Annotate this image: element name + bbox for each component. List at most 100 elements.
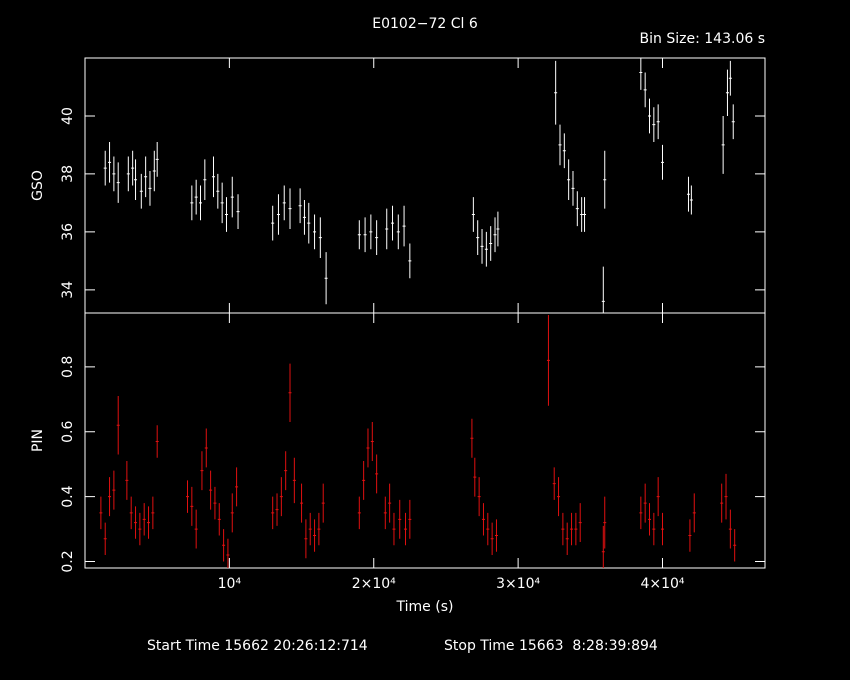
error-bar — [112, 156, 116, 192]
error-bar — [307, 202, 311, 244]
error-bar — [552, 467, 556, 500]
error-bar — [391, 205, 395, 241]
error-bar — [139, 173, 143, 209]
error-bar — [494, 519, 498, 552]
error-bar — [567, 159, 571, 200]
error-bar — [300, 483, 304, 523]
error-bar — [557, 477, 561, 517]
error-bar — [200, 451, 204, 491]
error-bar — [236, 194, 240, 229]
error-bar — [369, 214, 373, 250]
y-tick-label: 34 — [60, 281, 76, 299]
error-bar — [402, 205, 406, 247]
error-bar — [686, 176, 690, 212]
error-bar — [204, 428, 208, 468]
error-bar — [230, 493, 234, 533]
x-tick-label: 4×10⁴ — [640, 576, 684, 592]
error-bar — [138, 512, 142, 546]
error-bar — [211, 156, 215, 198]
x-axis-title: Time (s) — [396, 599, 454, 615]
error-bar — [194, 509, 198, 549]
error-bar — [554, 60, 558, 125]
error-bar — [484, 231, 488, 267]
error-bar — [404, 512, 408, 546]
x-tick-label: 10⁴ — [218, 576, 242, 592]
y-tick-label: 0.4 — [60, 485, 76, 507]
error-bar — [99, 496, 103, 530]
error-bar — [583, 197, 587, 232]
error-bar — [375, 220, 379, 256]
error-bar — [375, 454, 379, 494]
error-bar — [292, 457, 296, 504]
error-bar — [473, 457, 477, 497]
start-time: Start Time 15662 20:26:12:714 — [147, 638, 368, 654]
error-bar — [689, 185, 693, 215]
y-tick-label: 38 — [60, 165, 76, 183]
error-bar — [477, 477, 481, 517]
error-bar — [721, 115, 725, 174]
error-bar — [216, 173, 220, 209]
error-bar — [134, 159, 138, 200]
error-bar — [480, 228, 484, 264]
error-bar — [731, 104, 735, 140]
error-bar — [142, 503, 146, 536]
error-bar — [648, 503, 652, 536]
bin-size: Bin Size: 143.06 s — [640, 31, 765, 47]
y-tick-label: 36 — [60, 223, 76, 241]
error-bar — [190, 185, 194, 221]
error-bar — [408, 243, 412, 279]
error-bar — [660, 512, 664, 546]
error-bar — [203, 159, 207, 200]
error-bar — [357, 496, 361, 530]
error-bar — [489, 226, 493, 261]
error-bar — [688, 519, 692, 552]
error-bar — [601, 525, 605, 568]
error-bar — [561, 512, 565, 546]
error-bar — [222, 529, 226, 562]
error-bar — [288, 188, 292, 229]
error-bar — [213, 486, 217, 520]
error-bar — [224, 197, 228, 232]
error-bar — [155, 425, 159, 458]
error-bar — [603, 150, 607, 209]
chart-title: E0102−72 Cl 6 — [372, 16, 478, 32]
error-bar — [282, 185, 286, 221]
error-bar — [570, 512, 574, 546]
error-bar — [470, 418, 474, 458]
error-bar — [313, 214, 317, 250]
y-axis-title: PIN — [30, 429, 46, 452]
error-bar — [396, 214, 400, 250]
error-bar — [112, 470, 116, 510]
error-bar — [186, 480, 190, 513]
error-bar — [728, 60, 732, 96]
error-bar — [313, 519, 317, 552]
error-bar — [490, 522, 494, 556]
error-bar — [392, 512, 396, 546]
error-bar — [388, 483, 392, 523]
error-bar — [271, 496, 275, 530]
error-bar — [209, 470, 213, 510]
error-bar — [383, 496, 387, 530]
error-bar — [126, 156, 130, 192]
error-bar — [108, 142, 112, 183]
error-bar — [728, 509, 732, 549]
error-bar — [230, 176, 234, 218]
bottom-frame — [84, 312, 766, 569]
error-bar — [660, 144, 664, 180]
y-tick-label: 0.2 — [60, 550, 76, 572]
error-bar — [144, 156, 148, 198]
error-bar — [471, 197, 475, 232]
error-bar — [363, 217, 367, 253]
error-bar — [217, 503, 221, 536]
error-bar — [357, 220, 361, 250]
error-bar — [575, 191, 579, 227]
error-bar — [131, 150, 135, 186]
error-bar — [481, 503, 485, 536]
error-bar — [125, 460, 129, 500]
error-bar — [643, 483, 647, 523]
error-bar — [643, 72, 647, 108]
error-bar — [284, 451, 288, 491]
error-bar — [147, 506, 151, 539]
error-bar — [578, 503, 582, 543]
error-bar — [639, 58, 643, 90]
